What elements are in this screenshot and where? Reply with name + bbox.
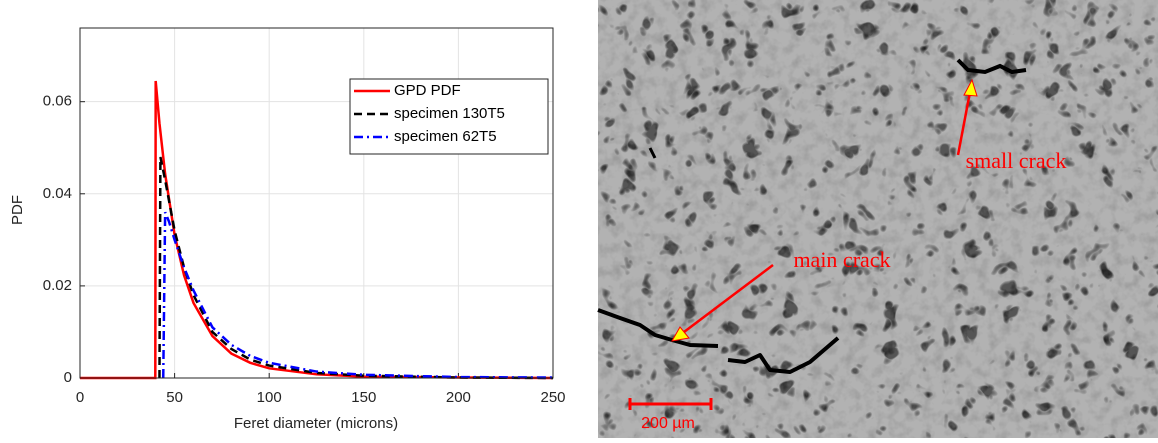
y-tick-label: 0.02 (43, 277, 72, 294)
micrograph: small crack main crack 200 µm (597, 0, 1158, 438)
pore (648, 147, 657, 159)
y-tick-label: 0.06 (43, 93, 72, 110)
legend: GPD PDF specimen 130T5 specimen 62T5 (349, 78, 549, 155)
arrow-head (671, 326, 690, 342)
micrograph-particles (598, 0, 1158, 438)
axes-box (79, 27, 554, 379)
x-tick-label: 200 (446, 389, 471, 406)
x-tick-label: 150 (351, 389, 376, 406)
scale-bar-label: 200 µm (641, 415, 695, 432)
x-tick-label: 100 (257, 389, 282, 406)
legend-label: GPD PDF (394, 82, 461, 99)
series-line (161, 211, 554, 379)
plot-panel: 0 50 100 150 200 250 0 0.02 0.04 0.06 Feret diame… (9, 27, 566, 432)
legend-label: specimen 62T5 (394, 128, 497, 145)
series-line (80, 80, 554, 380)
annotation: small crack (966, 148, 1067, 173)
annotation: main crack (793, 247, 890, 272)
y-tick-label: 0 (64, 369, 72, 386)
arrow (956, 91, 972, 156)
small-crack-shape (956, 58, 1027, 75)
scale-bar (628, 398, 713, 410)
arrow (683, 264, 774, 333)
x-axis-label: Feret diameter (microns) (234, 415, 398, 432)
x-tick-label: 50 (166, 389, 183, 406)
legend-label: specimen 130T5 (394, 105, 505, 122)
arrow-head (963, 78, 978, 97)
x-tick-label: 250 (540, 389, 565, 406)
y-tick-label: 0.04 (43, 185, 72, 202)
y-axis-label: PDF (9, 195, 26, 225)
lines (80, 80, 554, 380)
x-tick-label: 0 (76, 389, 84, 406)
series-line (158, 156, 554, 380)
main-crack-shape (597, 308, 840, 374)
